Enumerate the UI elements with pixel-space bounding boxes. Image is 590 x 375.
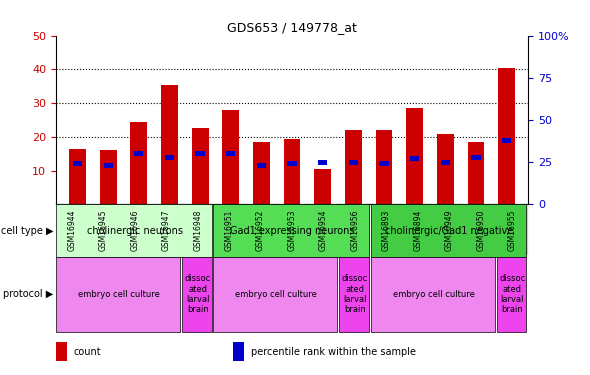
Text: dissoc
ated
larval
brain: dissoc ated larval brain: [185, 274, 211, 315]
Bar: [284, 139, 300, 204]
Text: GSM16954: GSM16954: [319, 209, 328, 251]
Text: GSM16948: GSM16948: [193, 209, 202, 251]
Bar: [502, 138, 511, 143]
Bar: [318, 160, 327, 165]
Text: GSM16894: GSM16894: [414, 209, 422, 251]
Bar: [467, 142, 484, 204]
Bar: [379, 161, 389, 166]
Text: embryo cell culture: embryo cell culture: [393, 290, 474, 299]
Text: dissoc
ated
larval
brain: dissoc ated larval brain: [499, 274, 526, 315]
Bar: [73, 161, 82, 166]
Bar: [349, 160, 358, 165]
Bar: [257, 163, 266, 168]
Bar: [165, 154, 174, 160]
Text: GSM16952: GSM16952: [256, 209, 265, 251]
Text: percentile rank within the sample: percentile rank within the sample: [251, 346, 416, 357]
Text: GSM16945: GSM16945: [99, 209, 108, 251]
Bar: [410, 156, 419, 161]
Text: cholinergic/Gad1 negative: cholinergic/Gad1 negative: [385, 226, 513, 236]
Bar: [287, 161, 297, 166]
Text: GSM16893: GSM16893: [382, 209, 391, 251]
Bar: [161, 85, 178, 204]
Bar: [441, 160, 450, 165]
Bar: [130, 122, 148, 204]
Bar: [100, 150, 117, 204]
Text: embryo cell culture: embryo cell culture: [235, 290, 317, 299]
Bar: [134, 151, 143, 156]
Text: protocol ▶: protocol ▶: [3, 290, 53, 299]
Text: GSM16951: GSM16951: [225, 209, 234, 251]
Bar: [345, 130, 362, 204]
Bar: [498, 68, 515, 204]
Text: cell type ▶: cell type ▶: [1, 226, 53, 236]
Bar: [195, 151, 205, 156]
Bar: [69, 149, 86, 204]
Bar: [226, 151, 235, 156]
Text: GSM16947: GSM16947: [162, 209, 171, 251]
Bar: [103, 163, 113, 168]
Text: GSM16950: GSM16950: [476, 209, 486, 251]
Bar: [222, 110, 239, 204]
Bar: [314, 169, 331, 204]
Text: GSM16949: GSM16949: [445, 209, 454, 251]
Bar: [192, 128, 208, 204]
Text: Gad1 expressing neurons: Gad1 expressing neurons: [230, 226, 355, 236]
Text: dissoc
ated
larval
brain: dissoc ated larval brain: [342, 274, 368, 315]
Bar: [471, 154, 481, 160]
Bar: [376, 130, 392, 204]
Text: GSM16953: GSM16953: [287, 209, 297, 251]
Text: GSM16956: GSM16956: [350, 209, 359, 251]
Text: GSM16955: GSM16955: [508, 209, 517, 251]
Text: count: count: [74, 346, 101, 357]
Text: GSM16944: GSM16944: [67, 209, 76, 251]
Title: GDS653 / 149778_at: GDS653 / 149778_at: [227, 21, 357, 34]
Bar: [253, 142, 270, 204]
Bar: [437, 134, 454, 204]
Text: cholinergic neurons: cholinergic neurons: [87, 226, 183, 236]
Bar: [407, 108, 423, 204]
Text: GSM16946: GSM16946: [130, 209, 139, 251]
Text: embryo cell culture: embryo cell culture: [78, 290, 160, 299]
